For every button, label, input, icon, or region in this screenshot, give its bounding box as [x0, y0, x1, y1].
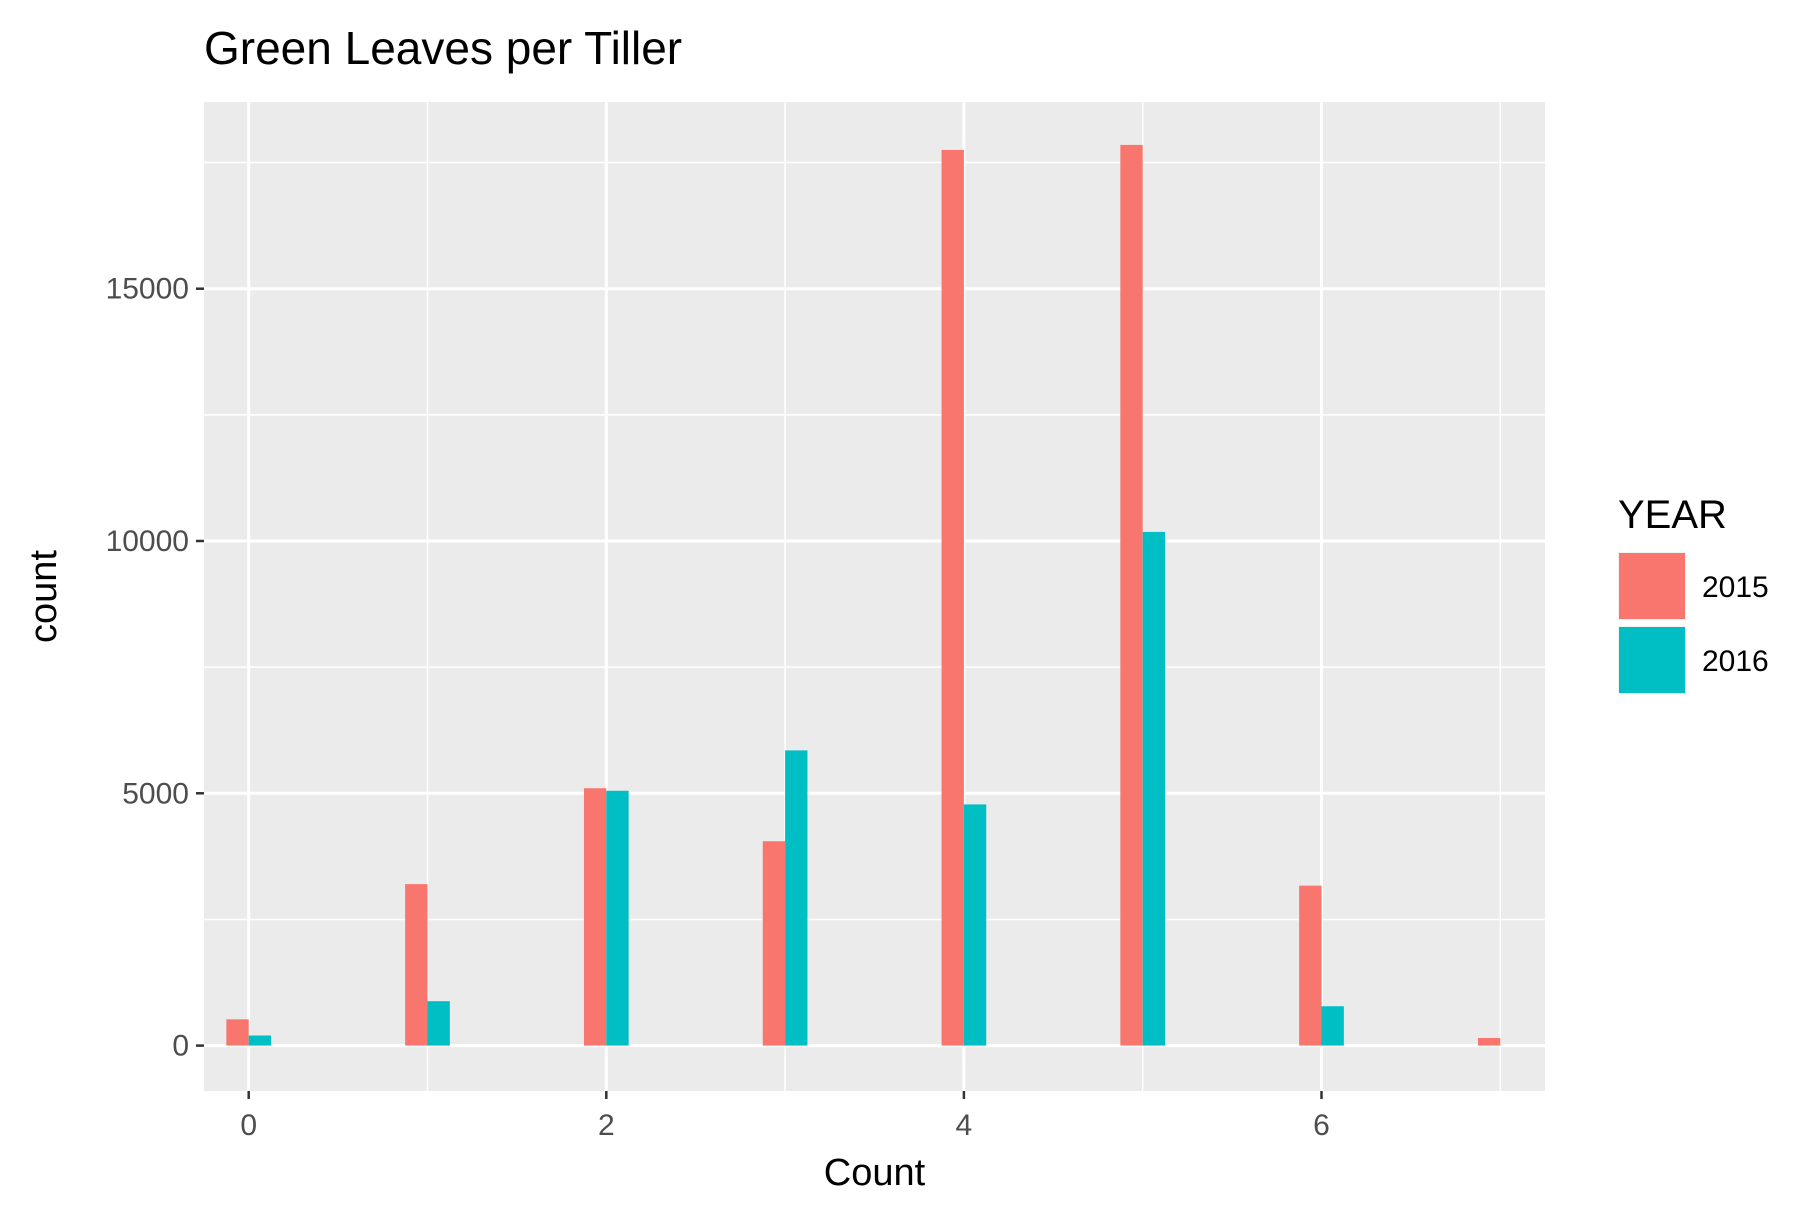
bar-2015-x5: [1120, 144, 1143, 1046]
x-tick-label: 0: [240, 1109, 257, 1142]
legend: YEAR 2015 2016: [1618, 493, 1769, 694]
bar-marks: [226, 144, 1501, 1046]
bar-2015-x3: [762, 841, 786, 1046]
bar-2016-x2: [606, 790, 629, 1046]
bar-2015-x7: [1477, 1038, 1501, 1046]
bar-2016-x5: [1142, 531, 1166, 1046]
legend-label-2016: 2016: [1702, 645, 1769, 678]
bar-2016-x6: [1321, 1006, 1344, 1046]
legend-label-2015: 2015: [1702, 571, 1769, 604]
x-tick-label: 6: [1313, 1109, 1330, 1142]
bar-2016-x0: [248, 1035, 272, 1046]
y-axis: 0 5000 10000 15000: [106, 273, 204, 1063]
x-tick-label: 4: [956, 1109, 973, 1142]
bar-2015-x1: [405, 884, 428, 1046]
x-tick-label: 2: [598, 1109, 615, 1142]
bar-2015-x2: [583, 788, 607, 1046]
y-tick-label: 15000: [106, 273, 189, 306]
x-axis: 0 2 4 6: [240, 1091, 1330, 1142]
legend-swatch-2015: [1619, 553, 1685, 619]
chart-title: Green Leaves per Tiller: [204, 22, 682, 74]
bar-2016-x1: [427, 1001, 450, 1046]
y-tick-label: 0: [172, 1030, 189, 1063]
bar-2015-x4: [941, 149, 964, 1046]
legend-title: YEAR: [1618, 493, 1727, 537]
x-axis-title: Count: [824, 1152, 926, 1194]
bar-2015-x0: [226, 1019, 249, 1046]
y-tick-label: 10000: [106, 525, 189, 558]
bar-2015-x6: [1299, 885, 1322, 1046]
legend-swatch-2016: [1619, 627, 1685, 693]
y-axis-title: count: [23, 550, 65, 643]
bar-2016-x4: [963, 804, 987, 1046]
bar-2016-x3: [785, 750, 808, 1046]
y-tick-label: 5000: [122, 777, 189, 810]
